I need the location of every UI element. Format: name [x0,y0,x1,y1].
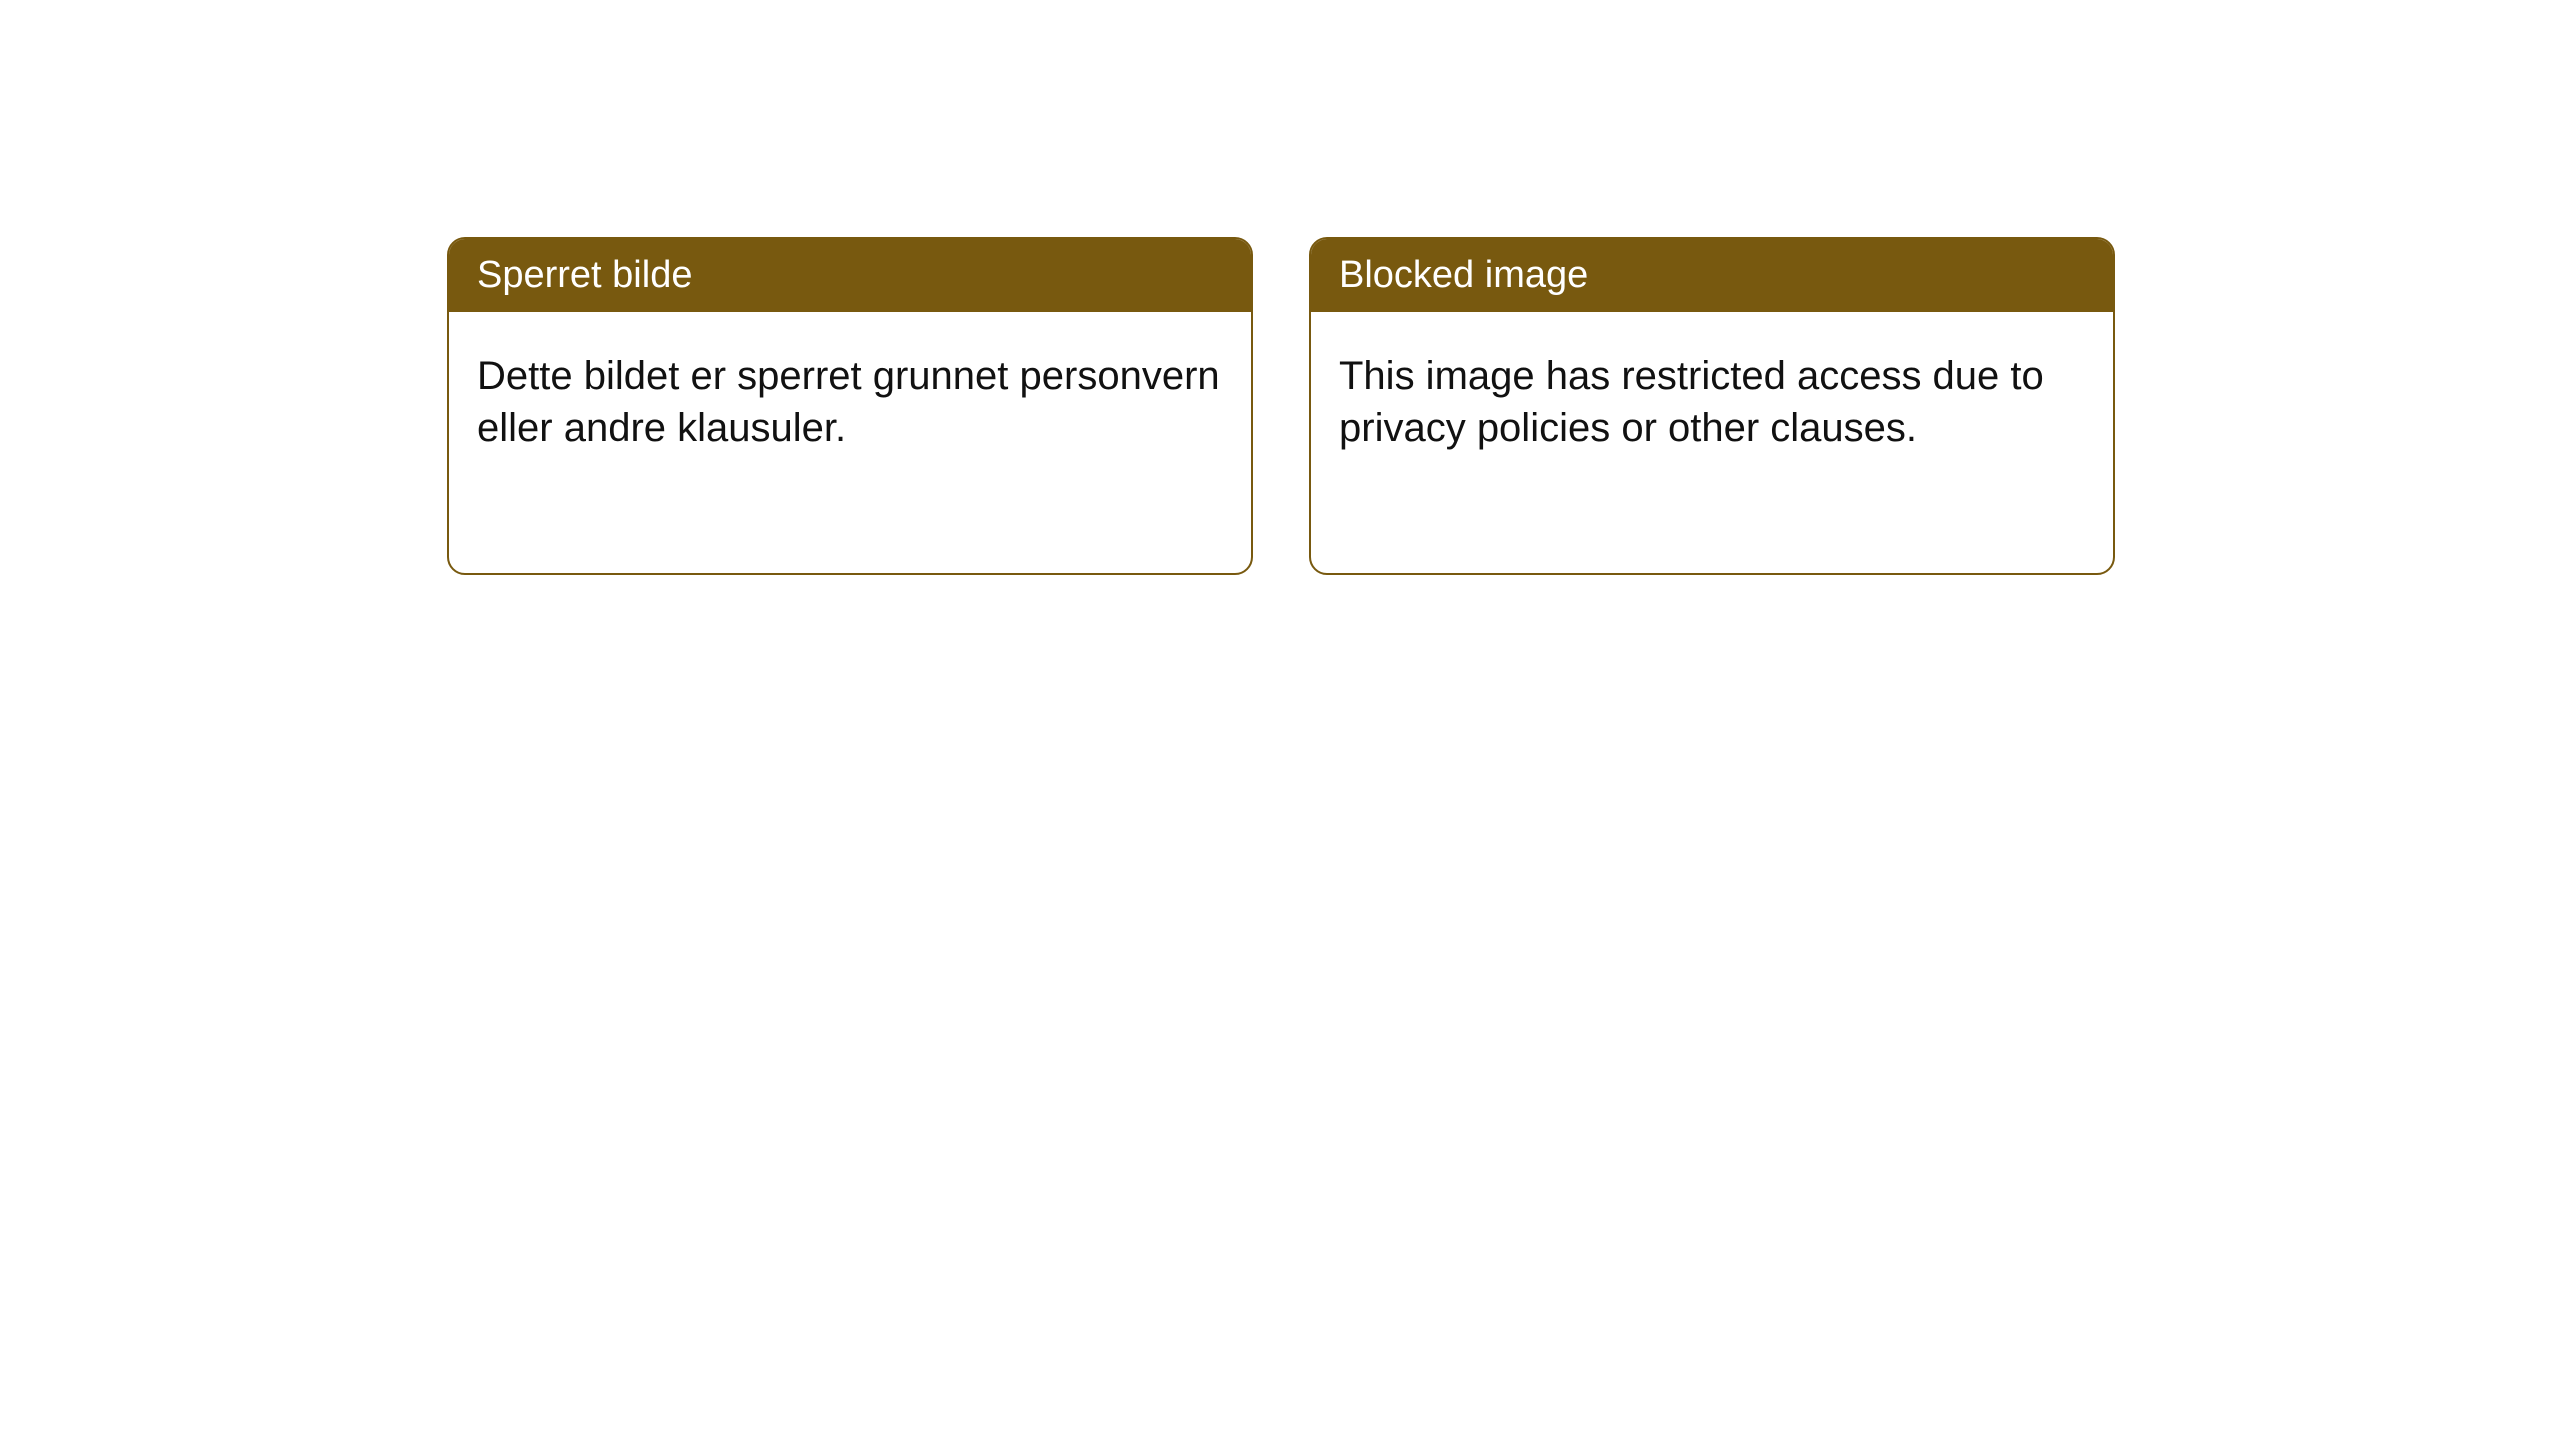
notice-card-container: Sperret bilde Dette bildet er sperret gr… [447,237,2115,575]
notice-card-no: Sperret bilde Dette bildet er sperret gr… [447,237,1253,575]
notice-card-title-no: Sperret bilde [449,239,1251,312]
notice-card-title-en: Blocked image [1311,239,2113,312]
notice-card-en: Blocked image This image has restricted … [1309,237,2115,575]
notice-card-body-en: This image has restricted access due to … [1311,312,2113,492]
notice-card-body-no: Dette bildet er sperret grunnet personve… [449,312,1251,492]
